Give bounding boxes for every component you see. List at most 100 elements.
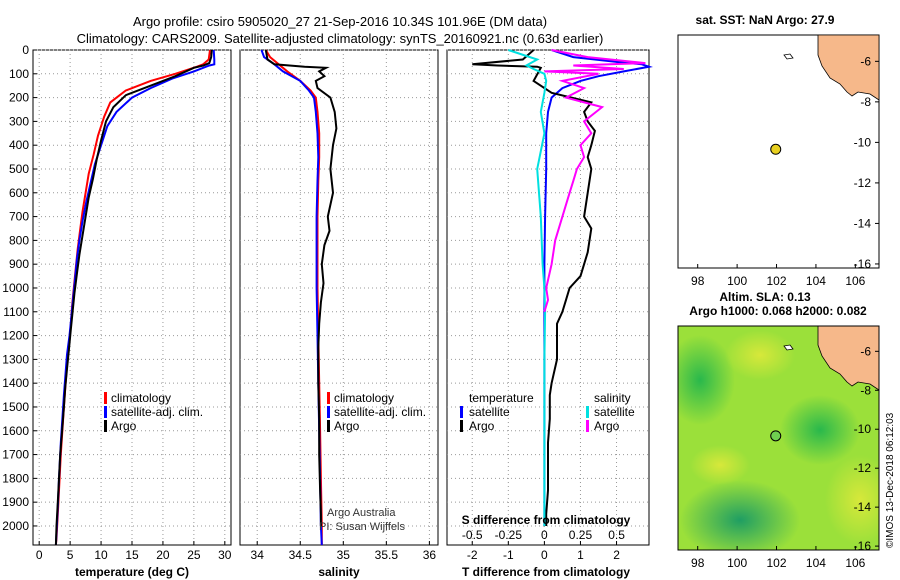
x-tick-label: 30 [218,548,232,562]
difference-xlabel: T difference from climatology [462,565,630,579]
map-lat-label: -14 [854,216,872,230]
difference-top-label: S difference from climatology [462,513,631,527]
difference-top-ticks: -0.5 -0.25 0 0.25 0.5 [462,528,625,542]
salinity-xlabel: salinity [318,565,360,579]
sst-land-mass [817,34,880,101]
sla-low-patch [680,480,800,550]
series-line-argo [54,49,213,546]
salinity-x-ticks: 34 34.5 35 35.5 36 [251,541,437,562]
x-tick-label: 2 [613,548,620,562]
map-lon-label: 100 [727,556,747,570]
x-tick-label: -2 [467,548,478,562]
sla-patch [780,395,860,465]
y-tick-label: 0 [22,43,29,57]
series-line-argo [264,49,338,526]
y-tick-label: 500 [9,162,29,176]
salinity-legend: climatology satellite-adj. clim. Argo [327,391,426,433]
series-line-climatology [54,49,211,546]
legend-swatch-sal-sat [586,406,589,418]
x-tick-label: 5 [67,548,74,562]
map-lon-label: 104 [806,556,826,570]
y-tick-label: 300 [9,114,29,128]
legend-swatch-argo [104,420,107,432]
map-lon-label: 106 [845,274,865,288]
legend-swatch-temp-argo [460,420,463,432]
y-tick-label: 1000 [2,281,29,295]
sst-float-marker [770,143,782,155]
x-tick-label: -1 [503,548,514,562]
temperature-x-ticks: 0 5 10 15 20 25 30 [36,541,232,562]
legend-swatch-temp-sat [460,406,463,418]
difference-x-ticks: -2 -1 0 1 2 [467,541,620,562]
sla-land-mass [817,326,879,391]
header-line2: Climatology: CARS2009. Satellite-adjuste… [77,31,604,46]
y-tick-label: 800 [9,233,29,247]
sst-island [783,53,794,60]
imos-credit: ©IMOS 13-Dec-2018 06:12:03 [885,412,896,548]
legend-swatch-argo [327,420,330,432]
x-tick-label: 36 [423,548,437,562]
legend-label-sal-argo: Argo [594,419,620,433]
temperature-legend: climatology satellite-adj. clim. Argo [104,391,203,433]
legend-temp-title: temperature [469,391,534,405]
map-lon-label: 98 [691,556,705,570]
map-lat-label: -16 [854,257,872,271]
legend-swatch-sat [104,406,107,418]
series-line-temperature-satellite [543,49,653,526]
legend-swatch-sal-argo [586,420,589,432]
legend-label-clim: climatology [334,391,394,405]
map-lat-label: -6 [860,54,871,68]
temperature-grid [33,49,231,545]
y-tick-label: 400 [9,138,29,152]
sla-high-patch [725,330,795,380]
y-tick-label: 1400 [2,376,29,390]
top-tick-label: 0.25 [569,528,593,542]
sst-map-title: sat. SST: NaN Argo: 27.9 [696,13,835,27]
legend-swatch-sat [327,406,330,418]
sla-patch [678,335,735,425]
sla-island [783,344,794,351]
y-tick-label: 600 [9,186,29,200]
map-lat-label: -10 [854,422,872,436]
y-tick-label: 1600 [2,424,29,438]
map-lat-label: -16 [854,539,872,553]
legend-label-argo: Argo [334,419,360,433]
note-line1: Argo Australia [327,507,396,519]
depth-ticks: 0 100 200 300 400 500 600 700 800 900 1000 1100 1200… [2,43,37,533]
map-lat-label: -10 [854,135,872,149]
y-tick-label: 700 [9,210,29,224]
legend-sal-title: salinity [594,391,631,405]
sla-high-patch [825,455,879,545]
sst-map: sat. SST: NaN Argo: 27.9 98 100 102 104 106 -… [677,13,880,288]
map-lat-label: -6 [860,344,871,358]
top-tick-label: 0 [541,528,548,542]
map-lon-label: 98 [691,274,705,288]
sla-map-frame [677,325,880,551]
map-lon-label: 102 [767,274,787,288]
y-tick-label: 1200 [2,329,29,343]
y-tick-label: 100 [9,67,29,81]
y-tick-label: 2000 [2,519,29,533]
map-lat-label: -8 [860,95,871,109]
x-tick-label: 20 [156,548,170,562]
x-tick-label: 25 [187,548,201,562]
x-tick-label: 0 [36,548,43,562]
difference-panel: -2 -1 0 1 2 -0.5 -0.25 0 0.25 0.5 S difference f… [446,49,653,579]
series-line-satellite-adj-clim- [260,49,323,546]
y-tick-label: 900 [9,257,29,271]
legend-label-temp-argo: Argo [469,419,495,433]
series-line-salinity-argo [543,49,646,313]
top-tick-label: -0.5 [462,528,483,542]
map-lon-label: 102 [767,556,787,570]
x-tick-label: 15 [125,548,139,562]
sla-float-marker [770,430,782,442]
map-lon-label: 100 [727,274,747,288]
legend-label-sal-sat: satellite [594,405,635,419]
legend-label-sat: satellite-adj. clim. [334,405,426,419]
series-line-satellite-adj-clim- [54,49,216,546]
temperature-xlabel: temperature (deg C) [75,565,189,579]
legend-swatch-clim [104,392,107,404]
salinity-lines [260,49,338,546]
map-lon-label: 104 [806,274,826,288]
